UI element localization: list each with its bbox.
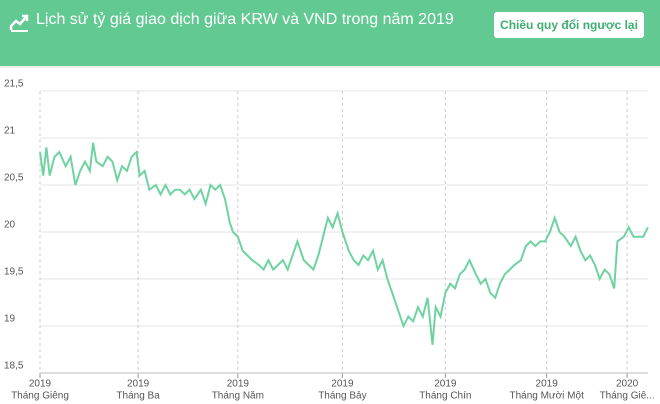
reverse-button[interactable]: Chiều quy đổi ngược lại (494, 12, 644, 38)
x-tick-label: Tháng Ba (116, 391, 160, 402)
rate-line (39, 142, 649, 345)
title: Lịch sử tỷ giá giao dịch giữa KRW và VND… (36, 11, 454, 28)
x-tick-label: Tháng Bảy (318, 391, 366, 402)
x-tick-year: 2019 (536, 379, 559, 390)
x-tick-year: 2019 (127, 379, 150, 390)
x-tick-label: Tháng Mười Một (509, 391, 584, 402)
y-tick-label: 20 (4, 220, 16, 231)
x-tick-label: Tháng Năm (212, 391, 264, 402)
y-tick-label: 18,5 (4, 361, 24, 372)
y-tick-label: 21,5 (4, 79, 24, 90)
y-tick-label: 21 (4, 126, 16, 137)
chart-icon (9, 14, 29, 32)
y-tick-label: 20,5 (4, 173, 24, 184)
y-tick-label: 19,5 (4, 267, 24, 278)
header: Lịch sử tỷ giá giao dịch giữa KRW và VND… (0, 0, 660, 66)
x-tick-year: 2020 (616, 379, 639, 390)
x-tick-year: 2019 (29, 379, 52, 390)
x-tick-label: Tháng Giêng (11, 391, 69, 402)
x-tick-year: 2019 (227, 379, 250, 390)
x-tick-year: 2019 (331, 379, 354, 390)
y-tick-label: 19 (4, 314, 16, 325)
x-tick-year: 2019 (434, 379, 457, 390)
x-tick-label: Tháng Chín (419, 391, 471, 402)
x-tick-label: Tháng Giê... (600, 391, 655, 402)
